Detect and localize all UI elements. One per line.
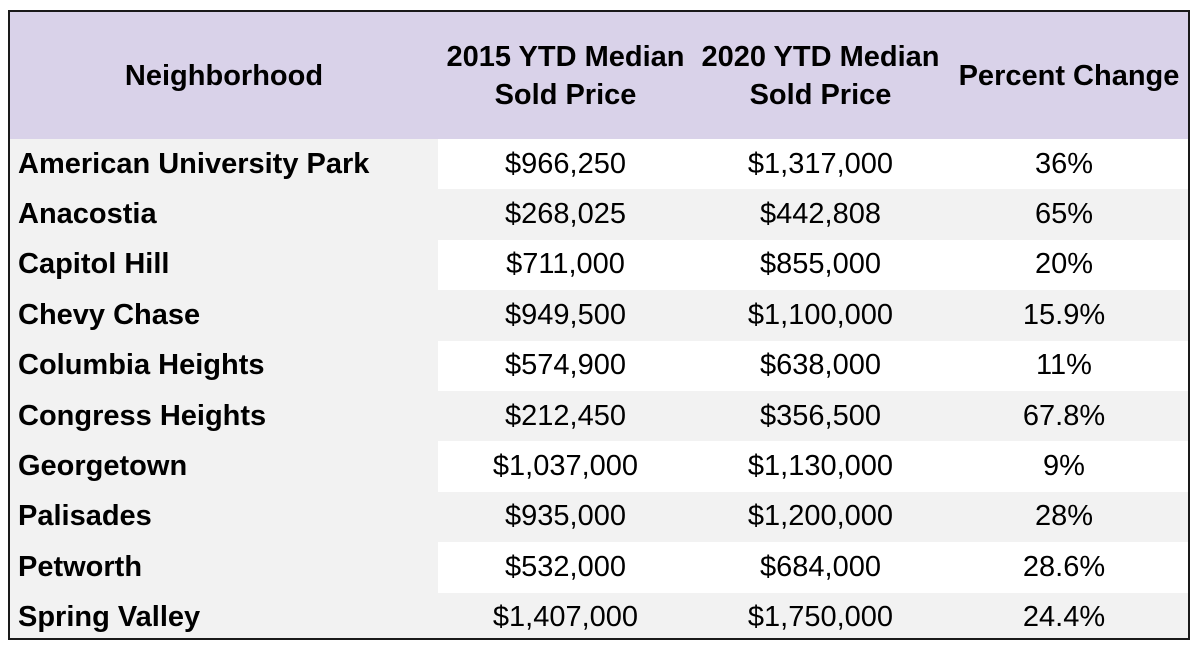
- cell-2015-price: $1,037,000: [492, 450, 639, 483]
- cell-2015-price: $1,407,000: [492, 601, 639, 634]
- cell-2015-price: $574,900: [505, 349, 626, 382]
- header-percent-change: Percent Change: [958, 59, 1180, 92]
- header-neighborhood: Neighborhood: [124, 59, 324, 92]
- cell-2020-price: $1,130,000: [747, 450, 894, 483]
- header-2015-price: 2015 YTD Median Sold Price: [446, 40, 685, 111]
- cell-2015-price: $966,250: [505, 147, 626, 180]
- cell-2020-price: $1,317,000: [747, 147, 894, 180]
- price-table-frame: Neighborhood 2015 YTD Median Sold Price …: [8, 10, 1190, 640]
- table-row: American University Park $966,250 $1,317,0…: [10, 139, 1188, 190]
- table-row: Congress Heights $212,450 $356,500 67.8%: [10, 390, 1188, 442]
- cell-2020-price: $855,000: [760, 248, 881, 281]
- table-row: Capitol Hill $711,000 $855,000 20%: [10, 239, 1188, 291]
- median-price-table: Neighborhood 2015 YTD Median Sold Price …: [10, 12, 1188, 638]
- cell-2015-price: $212,450: [505, 399, 626, 432]
- cell-percent-change: 11%: [1036, 349, 1092, 382]
- cell-2020-price: $1,100,000: [747, 298, 894, 331]
- table-row: Palisades $935,000 $1,200,000 28%: [10, 491, 1188, 543]
- table-row: Georgetown $1,037,000 $1,130,000 9%: [10, 441, 1188, 492]
- cell-neighborhood: Columbia Heights: [10, 340, 438, 391]
- cell-2015-price: $949,500: [505, 298, 626, 331]
- table-row: Petworth $532,000 $684,000 28.6%: [10, 542, 1188, 593]
- table-row: Columbia Heights $574,900 $638,000 11%: [10, 340, 1188, 391]
- cell-2020-price: $356,500: [760, 399, 881, 432]
- cell-neighborhood: Spring Valley: [10, 592, 438, 638]
- cell-neighborhood: Congress Heights: [10, 390, 438, 442]
- cell-2015-price: $532,000: [505, 550, 626, 583]
- header-row: Neighborhood 2015 YTD Median Sold Price …: [10, 12, 1188, 139]
- cell-2020-price: $638,000: [760, 349, 881, 382]
- cell-neighborhood: Palisades: [10, 491, 438, 543]
- header-2020-price: 2020 YTD Median Sold Price: [701, 40, 940, 111]
- table-header: Neighborhood 2015 YTD Median Sold Price …: [10, 12, 1188, 139]
- cell-2015-price: $711,000: [506, 248, 625, 281]
- cell-2015-price: $935,000: [505, 500, 626, 533]
- table-row: Chevy Chase $949,500 $1,100,000 15.9%: [10, 290, 1188, 341]
- cell-percent-change: 28%: [1034, 500, 1094, 533]
- cell-neighborhood: Georgetown: [10, 441, 438, 492]
- cell-neighborhood: Capitol Hill: [10, 239, 438, 291]
- table-row: Anacostia $268,025 $442,808 65%: [10, 189, 1188, 240]
- cell-neighborhood: Petworth: [10, 542, 438, 593]
- cell-percent-change: 67.8%: [1022, 399, 1106, 432]
- cell-percent-change: 65%: [1034, 198, 1094, 231]
- cell-neighborhood: Chevy Chase: [10, 290, 438, 341]
- table-body: American University Park $966,250 $1,317,0…: [10, 139, 1188, 638]
- cell-percent-change: 24.4%: [1022, 601, 1106, 634]
- cell-percent-change: 20%: [1034, 248, 1094, 281]
- cell-percent-change: 9%: [1043, 450, 1085, 483]
- cell-2020-price: $1,200,000: [747, 500, 894, 533]
- cell-percent-change: 36%: [1034, 147, 1094, 180]
- cell-2020-price: $684,000: [760, 550, 881, 583]
- cell-neighborhood: Anacostia: [10, 189, 438, 240]
- cell-2015-price: $268,025: [505, 198, 626, 231]
- cell-2020-price: $1,750,000: [747, 601, 894, 634]
- cell-percent-change: 15.9%: [1022, 298, 1106, 331]
- table-row: Spring Valley $1,407,000 $1,750,000 24.4%: [10, 592, 1188, 638]
- cell-neighborhood: American University Park: [10, 139, 438, 190]
- cell-2020-price: $442,808: [760, 198, 881, 231]
- cell-percent-change: 28.6%: [1022, 550, 1106, 583]
